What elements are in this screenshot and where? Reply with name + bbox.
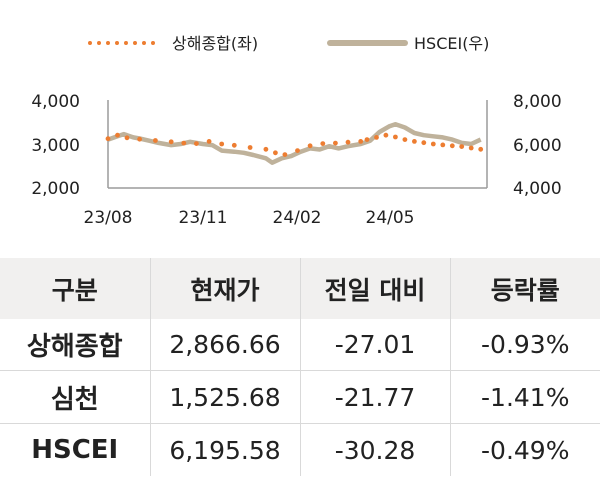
x-tick-24-02: 24/02 — [273, 208, 322, 228]
row-pct: -1.41% — [449, 370, 600, 424]
series-point-shanghai — [168, 139, 174, 145]
series-point-shanghai — [412, 139, 417, 144]
table-row: HSCEI 6,195.58 -30.28 -0.49% — [0, 423, 600, 476]
index-line-chart: 상해종합(좌) HSCEI(우) 2,000 3,000 4,000 4,000… — [31, 34, 562, 228]
row-name: 상해종합 — [26, 332, 123, 362]
series-point-shanghai — [459, 144, 465, 150]
row-pct: -0.93% — [449, 319, 600, 371]
row-price: 2,866.66 — [149, 319, 300, 371]
series-point-shanghai — [430, 141, 436, 147]
series-point-shanghai — [282, 152, 288, 158]
header-category: 구분 — [0, 258, 150, 319]
series-point-shanghai — [273, 150, 278, 156]
series-point-shanghai — [364, 137, 370, 143]
row-name: 심천 — [0, 370, 150, 424]
row-name: HSCEI — [0, 423, 150, 476]
row-price: 6,195.58 — [149, 423, 300, 476]
series-point-shanghai — [194, 141, 199, 147]
plot-area — [105, 121, 484, 165]
series-point-shanghai — [468, 145, 474, 151]
series-line-hscei — [107, 121, 482, 165]
y-right-tick-6000: 6,000 — [513, 136, 562, 156]
table-row: 심천 1,525.68 -21.77 -1.41% — [0, 370, 600, 424]
series-point-shanghai — [263, 146, 269, 152]
header-change-rate: 등락률 — [449, 258, 600, 319]
table-row: 상해종합 2,866.66 -27.01 -0.93% — [0, 319, 600, 371]
series-point-shanghai — [153, 138, 158, 143]
series-point-shanghai — [320, 141, 326, 147]
y-left-tick-4000: 4,000 — [31, 92, 80, 112]
row-pct: -0.49% — [449, 423, 600, 476]
series-point-shanghai — [307, 143, 313, 149]
table-header-row: 구분 현재가 전일 대비 등락률 — [0, 258, 600, 319]
series-point-shanghai — [247, 145, 253, 150]
x-tick-23-08: 23/08 — [84, 208, 133, 228]
series-point-shanghai — [478, 146, 484, 152]
y-right-tick-8000: 8,000 — [513, 92, 562, 112]
legend-label-shanghai: 상해종합(좌) — [172, 34, 258, 53]
series-point-shanghai — [421, 140, 427, 146]
series-point-shanghai — [374, 135, 379, 140]
legend-label-hscei: HSCEI(우) — [414, 34, 489, 53]
chart-legend: 상해종합(좌) HSCEI(우) — [88, 34, 489, 53]
series-point-shanghai — [449, 143, 455, 149]
series-point-shanghai — [393, 134, 398, 140]
series-point-shanghai — [181, 140, 187, 146]
series-point-shanghai — [383, 132, 389, 138]
header-change: 전일 대비 — [299, 258, 450, 319]
series-point-shanghai — [358, 139, 364, 144]
series-point-shanghai — [295, 148, 300, 154]
x-tick-23-11: 23/11 — [179, 208, 228, 228]
y-right-tick-4000: 4,000 — [513, 179, 562, 199]
series-point-shanghai — [333, 140, 338, 146]
series-point-shanghai — [345, 139, 351, 145]
row-price: 1,525.68 — [149, 370, 300, 424]
series-point-shanghai — [219, 141, 225, 147]
series-point-shanghai — [124, 135, 130, 141]
series-point-shanghai — [137, 136, 143, 142]
header-current-price: 현재가 — [149, 258, 300, 319]
row-change: -21.77 — [299, 370, 450, 424]
index-quote-table: 구분 현재가 전일 대비 등락률 상해종합 2,866.66 -27.01 -0… — [0, 258, 600, 476]
series-point-shanghai — [440, 142, 446, 148]
series-point-shanghai — [206, 139, 212, 144]
series-point-shanghai — [115, 132, 120, 138]
y-left-tick-2000: 2,000 — [31, 179, 80, 199]
series-point-shanghai — [402, 137, 408, 143]
y-left-tick-3000: 3,000 — [31, 136, 80, 156]
row-change: -27.01 — [299, 319, 450, 371]
series-point-shanghai — [105, 136, 111, 142]
x-tick-24-05: 24/05 — [366, 208, 415, 228]
series-point-shanghai — [231, 142, 237, 148]
row-change: -30.28 — [299, 423, 450, 476]
